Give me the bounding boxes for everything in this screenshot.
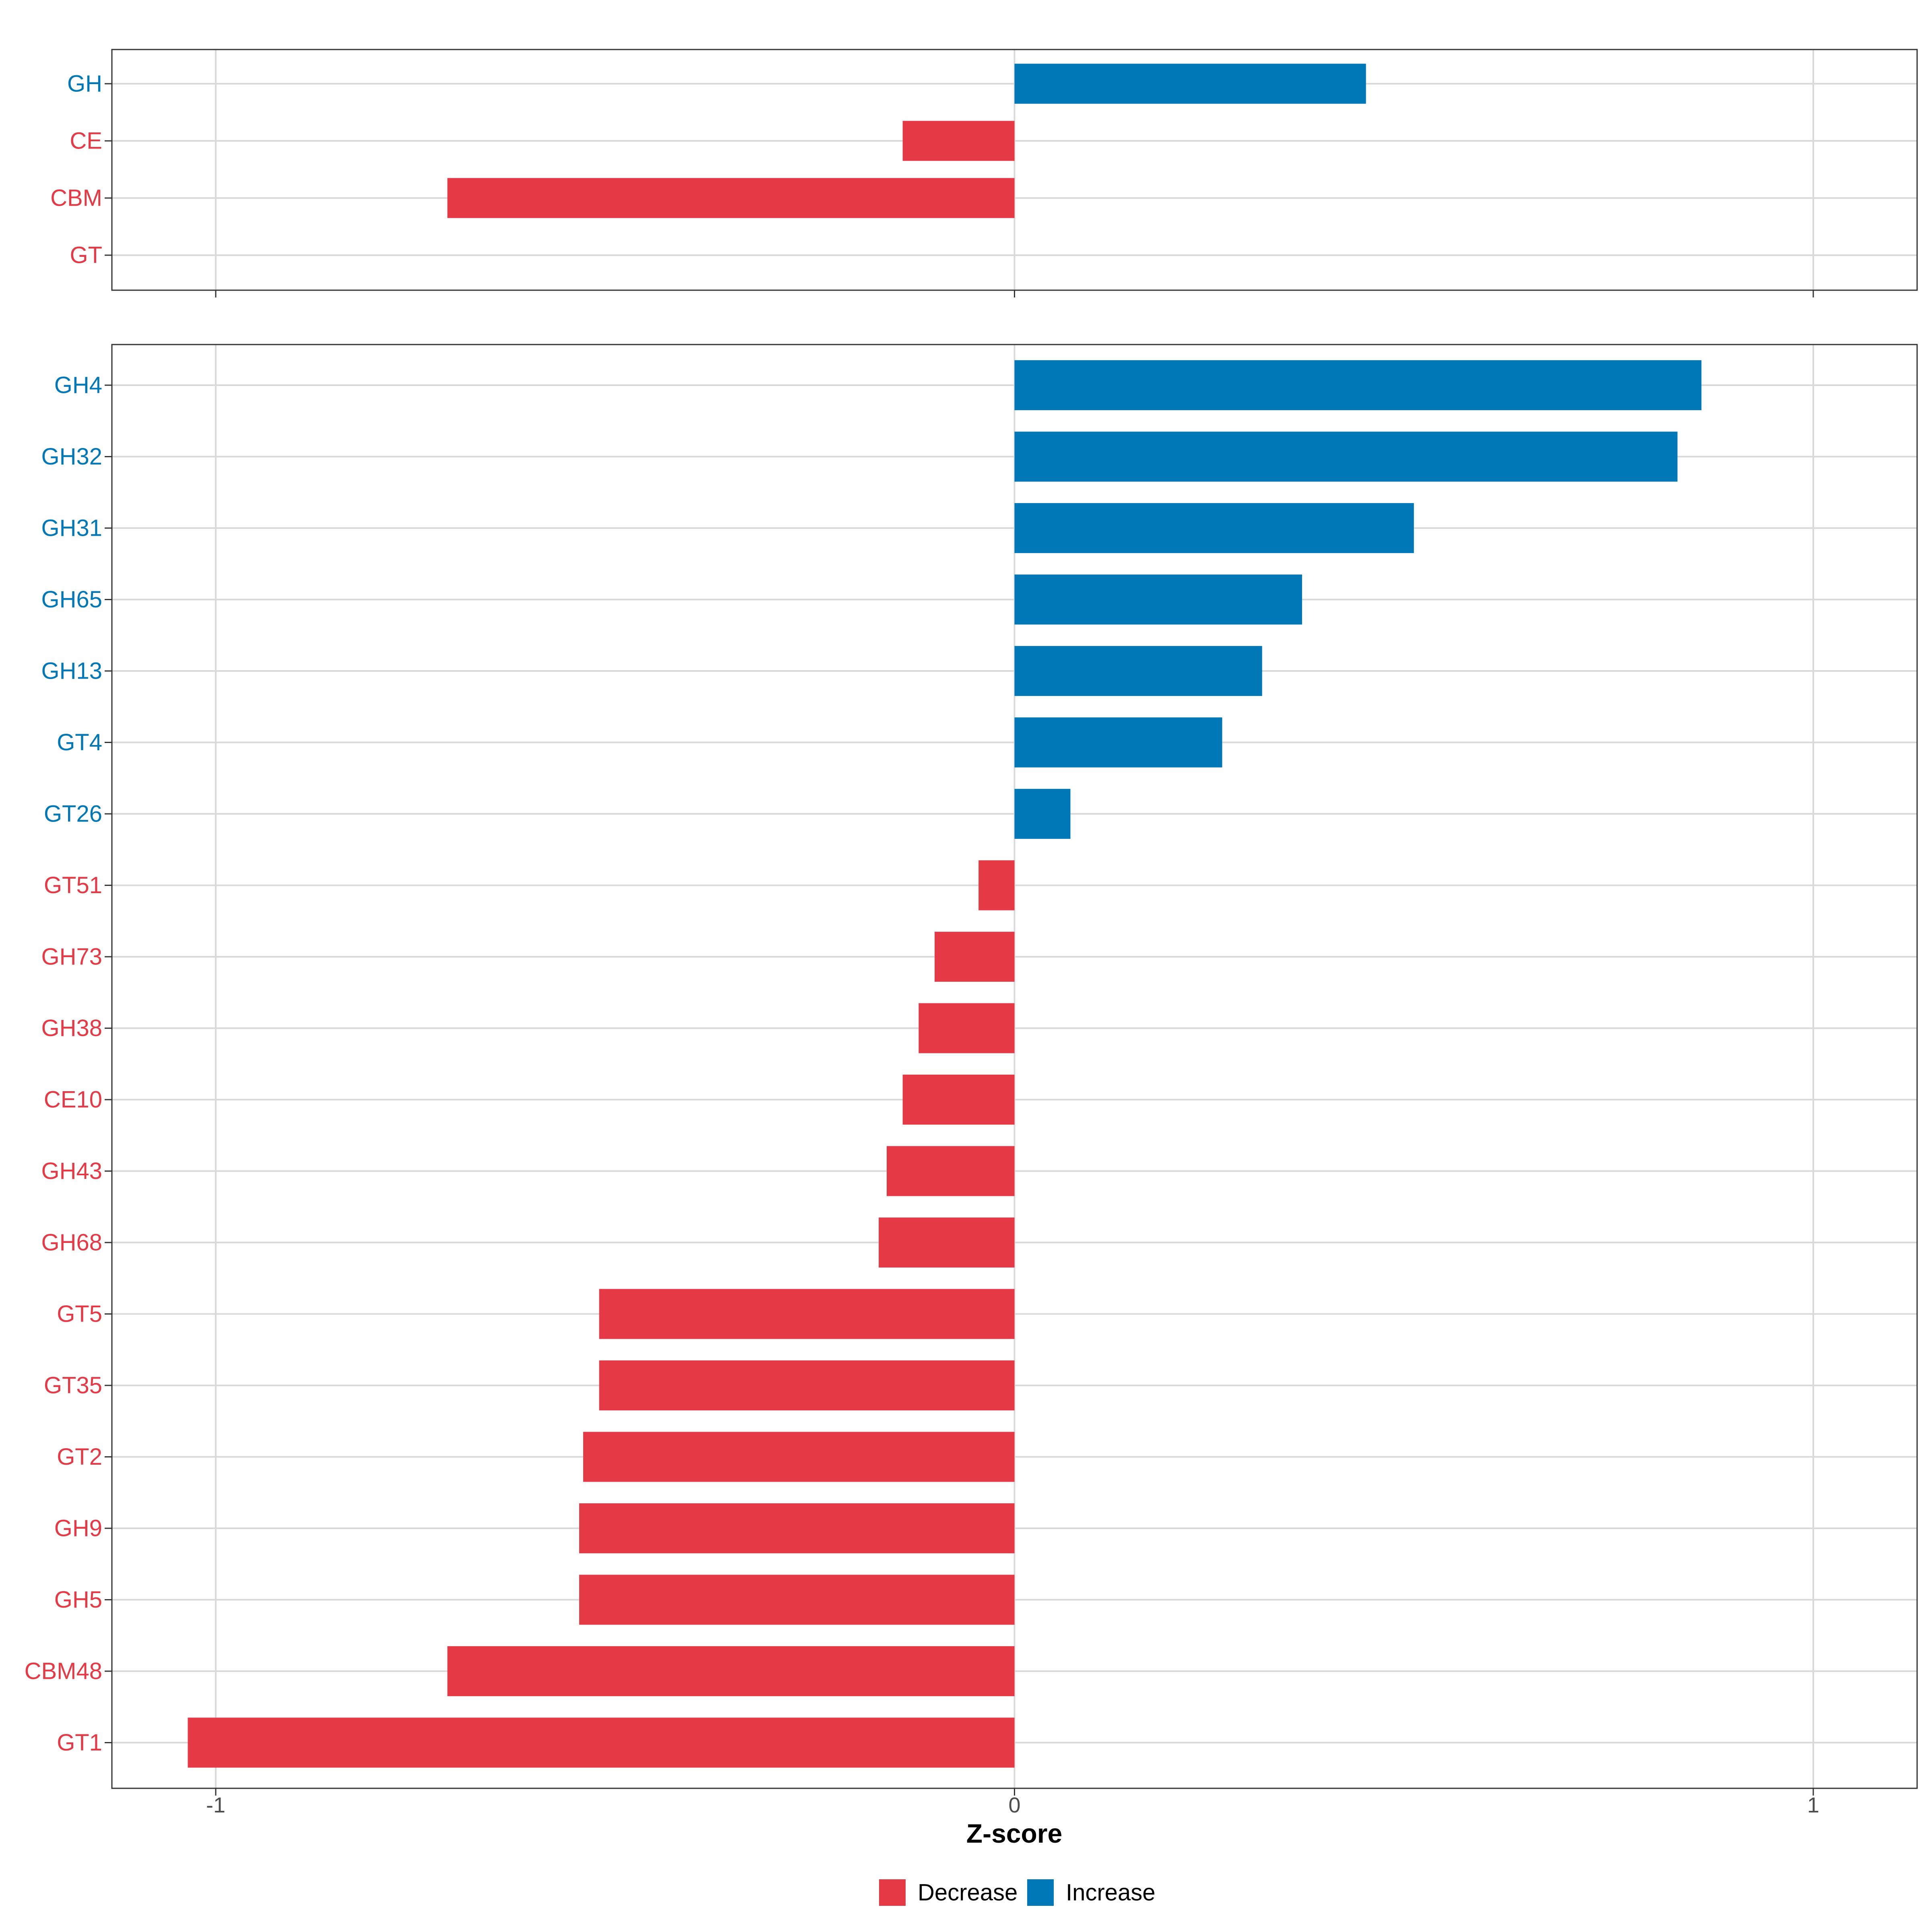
y-label-gh73: GH73	[41, 944, 102, 970]
bottom-panel-ticks	[105, 384, 1814, 1796]
top-panel-y-labels: GH CE CBM GT	[50, 71, 102, 268]
x-axis-title: Z-score	[966, 1818, 1062, 1848]
bottom-panel: GH4 GH32 GH31 GH65 GH13 GT4 GT26 GT51 GH73 GH38 CE…	[25, 344, 1918, 1796]
bar-gt51	[978, 860, 1015, 910]
y-label-gh32: GH32	[41, 444, 102, 470]
top-panel-ticks	[105, 83, 1814, 297]
bar-gt35	[599, 1360, 1015, 1411]
x-axis-tick-labels: -1 0 1	[206, 1793, 1819, 1817]
bar-gt2	[583, 1432, 1015, 1482]
legend-label-increase: Increase	[1066, 1880, 1155, 1906]
y-label-gh38: GH38	[41, 1015, 102, 1041]
bar-gt4	[1014, 717, 1222, 768]
y-label-cbm48: CBM48	[25, 1658, 102, 1684]
bar-cbm	[447, 178, 1015, 218]
y-label-gt2: GT2	[57, 1444, 102, 1470]
bar-gh43	[886, 1146, 1015, 1196]
y-label-ce: CE	[70, 128, 102, 154]
bar-gh68	[879, 1217, 1015, 1268]
bar-gh65	[1014, 574, 1302, 625]
bar-ce	[902, 121, 1015, 161]
top-panel-bars	[447, 64, 1366, 218]
x-tick-label: 1	[1807, 1793, 1819, 1817]
bottom-panel-y-labels: GH4 GH32 GH31 GH65 GH13 GT4 GT26 GT51 GH73 GH38 CE…	[25, 372, 102, 1756]
y-label-gh9: GH9	[54, 1515, 102, 1542]
y-label-gt: GT	[70, 242, 102, 268]
legend: Decrease Increase	[879, 1879, 1155, 1906]
y-label-gh: GH	[67, 71, 102, 97]
bar-gh4	[1014, 360, 1702, 411]
y-label-gh43: GH43	[41, 1158, 102, 1184]
y-label-gh31: GH31	[41, 515, 102, 541]
y-label-gt35: GT35	[44, 1373, 102, 1399]
bar-ce10	[902, 1074, 1015, 1125]
x-tick-label: 0	[1008, 1793, 1020, 1817]
bottom-panel-bars	[188, 360, 1702, 1768]
bar-gh31	[1014, 503, 1414, 553]
bar-gh32	[1014, 431, 1678, 482]
bar-gt1	[188, 1717, 1015, 1768]
legend-swatch-increase	[1027, 1879, 1054, 1906]
y-label-cbm: CBM	[50, 185, 102, 211]
y-label-gh68: GH68	[41, 1230, 102, 1256]
x-tick-label: -1	[206, 1793, 225, 1817]
bar-gh13	[1014, 646, 1262, 696]
y-label-gt1: GT1	[57, 1730, 102, 1756]
legend-swatch-decrease	[879, 1879, 906, 1906]
bar-gh9	[579, 1503, 1015, 1554]
y-label-gh13: GH13	[41, 658, 102, 684]
y-label-gt26: GT26	[44, 801, 102, 827]
bar-gt5	[599, 1289, 1015, 1339]
y-label-ce10: CE10	[44, 1087, 102, 1113]
bar-cbm48	[447, 1646, 1015, 1697]
bar-gh38	[919, 1003, 1015, 1053]
y-label-gh4: GH4	[54, 372, 102, 398]
y-label-gh5: GH5	[54, 1587, 102, 1613]
y-label-gt51: GT51	[44, 872, 102, 898]
legend-label-decrease: Decrease	[918, 1880, 1018, 1906]
bar-gh73	[935, 931, 1015, 982]
y-label-gt5: GT5	[57, 1301, 102, 1327]
bar-gh	[1014, 64, 1366, 104]
top-panel: GH CE CBM GT	[50, 49, 1918, 297]
y-label-gh65: GH65	[41, 586, 102, 613]
bar-gt26	[1014, 788, 1071, 839]
y-label-gt4: GT4	[57, 729, 102, 755]
bar-gh5	[579, 1575, 1015, 1625]
